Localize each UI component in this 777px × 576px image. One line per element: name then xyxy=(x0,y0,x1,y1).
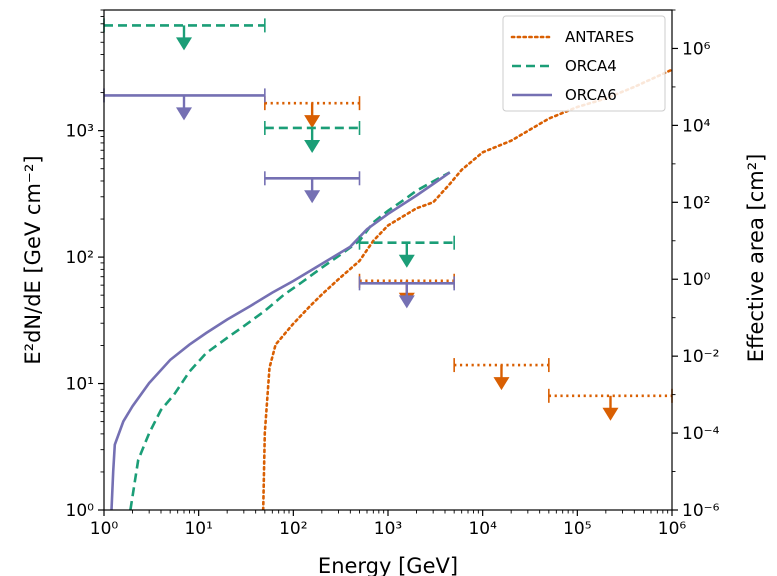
antares-limit-arrow-head xyxy=(304,115,321,129)
legend-label: ANTARES xyxy=(565,28,634,46)
legend-box xyxy=(502,15,666,112)
antares-limit-arrow-head xyxy=(602,407,619,421)
x-tick-label: 10⁵ xyxy=(563,519,591,539)
upper-limits-layer xyxy=(103,18,673,421)
x-tick-label: 10¹ xyxy=(184,519,212,539)
orca6-effective-area-line xyxy=(110,171,451,510)
x-tick-label: 10⁰ xyxy=(90,519,119,539)
y-right-tick-label: 10⁰ xyxy=(682,270,711,290)
y-axis-right-label: Effective area [cm²] xyxy=(744,154,768,363)
y-axis-right: 10⁻⁶ 10⁻⁴ 10⁻² 10⁰ 10² 10⁴ 10⁶ xyxy=(672,9,720,521)
orca6-upper-limit xyxy=(264,171,361,204)
y-left-tick-label: 10⁰ xyxy=(66,501,95,521)
orca4-upper-limit xyxy=(264,120,361,153)
antares-limit-arrow-head xyxy=(493,377,510,391)
legend-entry-orca6: ORCA6 xyxy=(512,86,617,104)
legend-label: ORCA4 xyxy=(565,57,617,75)
antares-upper-limit xyxy=(453,358,550,391)
x-axis: 10⁰ 10¹ 10² 10³ 10⁴ 10⁵ 10⁶ xyxy=(90,510,687,539)
x-tick-label: 10⁶ xyxy=(658,519,687,539)
series-layer xyxy=(110,68,672,510)
y-right-tick-label: 10⁻² xyxy=(682,347,719,367)
x-tick-label: 10⁴ xyxy=(468,519,497,539)
y-right-tick-label: 10⁶ xyxy=(682,39,711,59)
orca4-limit-arrow-head xyxy=(398,254,415,268)
y-left-tick-label: 10² xyxy=(66,248,94,268)
x-axis-label: Energy [GeV] xyxy=(318,554,458,576)
y-axis-left-label: E²dN/dE [GeV cm⁻²] xyxy=(21,155,45,364)
legend-entry-orca4: ORCA4 xyxy=(512,57,617,75)
orca4-upper-limit xyxy=(358,235,455,268)
legend-entry-antares: ANTARES xyxy=(510,28,634,46)
y-axis-left: 10⁰ 10¹ 10² 10³ xyxy=(66,9,104,521)
y-right-tick-label: 10⁴ xyxy=(682,116,711,136)
y-right-tick-label: 10⁻⁴ xyxy=(682,424,720,444)
legend: ANTARES ORCA4 ORCA6 xyxy=(502,15,666,112)
x-tick-label: 10² xyxy=(279,519,307,539)
orca6-limit-arrow-head xyxy=(398,295,415,309)
legend-label: ORCA6 xyxy=(565,86,617,104)
y-left-tick-label: 10¹ xyxy=(66,375,94,395)
y-right-tick-label: 10⁻⁶ xyxy=(682,501,720,521)
y-left-tick-label: 10³ xyxy=(66,122,94,142)
orca4-effective-area-line xyxy=(129,171,451,510)
y-right-tick-label: 10² xyxy=(682,193,710,213)
orca4-limit-arrow-head xyxy=(304,139,321,153)
orca6-limit-arrow-head xyxy=(304,190,321,204)
antares-upper-limit xyxy=(264,96,361,129)
x-tick-label: 10³ xyxy=(374,519,402,539)
orca6-upper-limit xyxy=(358,276,455,309)
orca6-limit-arrow-head xyxy=(176,107,193,121)
orca4-limit-arrow-head xyxy=(176,37,193,51)
orca4-upper-limit xyxy=(103,18,266,51)
antares-upper-limit xyxy=(548,388,673,421)
antares-effective-area-line xyxy=(261,68,672,510)
orca6-upper-limit xyxy=(103,88,266,121)
